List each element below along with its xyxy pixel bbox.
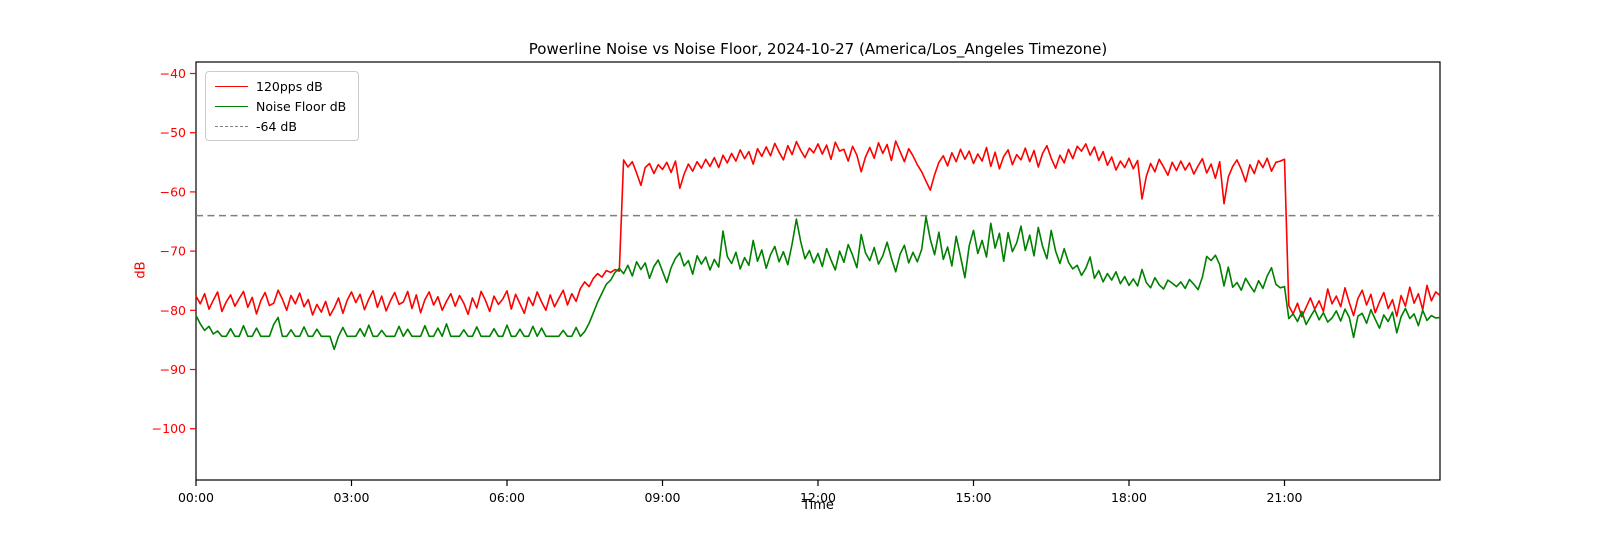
x-tick-label: 00:00 bbox=[178, 490, 214, 505]
x-axis-label: Time bbox=[802, 498, 834, 513]
y-tick-label: −70 bbox=[160, 244, 186, 259]
x-tick-label: 12:00 bbox=[800, 490, 836, 505]
y-tick-label: −40 bbox=[160, 66, 186, 81]
x-tick-label: 15:00 bbox=[955, 490, 991, 505]
x-tick-label: 09:00 bbox=[644, 490, 680, 505]
legend-label-120pps: 120pps dB bbox=[256, 78, 323, 94]
series-noise-floor-line bbox=[195, 216, 1441, 351]
x-tick-label: 18:00 bbox=[1111, 490, 1147, 505]
legend-swatch-noise-floor bbox=[215, 105, 248, 107]
y-tick-label: −100 bbox=[152, 421, 186, 436]
plot-border bbox=[195, 61, 1441, 481]
y-tick-label: −80 bbox=[160, 303, 186, 318]
x-tick-label: 21:00 bbox=[1266, 490, 1302, 505]
legend-swatch-120pps bbox=[215, 85, 248, 87]
legend-item-threshold: -64 dB bbox=[215, 118, 346, 134]
chart-title: Powerline Noise vs Noise Floor, 2024-10-… bbox=[528, 40, 1108, 58]
legend-item-noise-floor: Noise Floor dB bbox=[215, 98, 346, 114]
y-tick-label: −60 bbox=[160, 184, 186, 199]
legend-label-noise-floor: Noise Floor dB bbox=[256, 98, 347, 114]
y-tick-label: −50 bbox=[160, 125, 186, 140]
y-axis-label: dB bbox=[133, 261, 149, 279]
series-120pps-line bbox=[195, 140, 1441, 318]
x-tick-label: 03:00 bbox=[333, 490, 369, 505]
legend-swatch-threshold bbox=[215, 125, 248, 127]
legend-item-120pps: 120pps dB bbox=[215, 78, 346, 94]
x-tick-label: 06:00 bbox=[489, 490, 525, 505]
legend: 120pps dB Noise Floor dB -64 dB bbox=[205, 71, 360, 141]
y-tick-label: −90 bbox=[160, 362, 186, 377]
legend-label-threshold: -64 dB bbox=[256, 118, 297, 134]
